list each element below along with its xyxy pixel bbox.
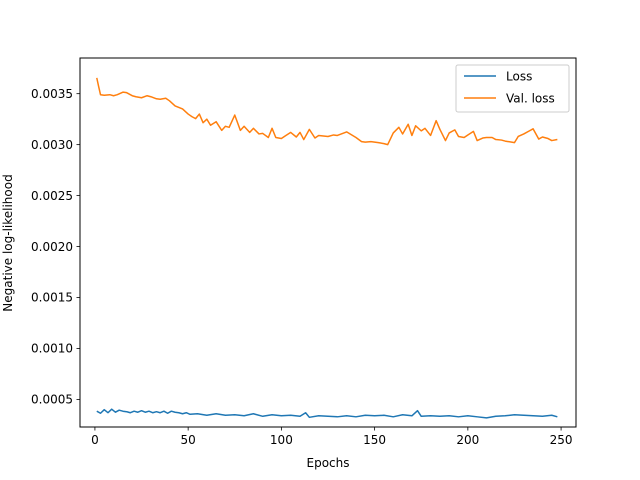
legend-label-loss: Loss — [506, 70, 532, 84]
y-tick-label: 0.0020 — [31, 240, 73, 254]
plot-area — [80, 58, 576, 427]
y-tick-label: 0.0035 — [31, 87, 73, 101]
x-axis: 0 50 100 150 200 250 — [91, 427, 573, 447]
x-tick-label: 0 — [91, 433, 99, 447]
y-tick-label: 0.0030 — [31, 138, 73, 152]
plot-frame — [79, 57, 577, 428]
legend: Loss Val. loss — [455, 64, 570, 113]
legend-label-val-loss: Val. loss — [506, 92, 555, 106]
x-tick-label: 100 — [270, 433, 293, 447]
series-layer — [96, 77, 558, 419]
x-tick-label: 50 — [181, 433, 196, 447]
y-tick-label: 0.0010 — [31, 342, 73, 356]
series-line-val-loss — [96, 77, 558, 146]
y-tick-label: 0.0025 — [31, 189, 73, 203]
x-tick-label: 200 — [456, 433, 479, 447]
x-axis-label: Epochs — [307, 456, 350, 470]
y-tick-label: 0.0015 — [31, 291, 73, 305]
series-line-loss — [96, 408, 558, 419]
x-tick-label: 250 — [550, 433, 573, 447]
x-tick-label: 150 — [363, 433, 386, 447]
y-axis-label: Negative log-likelihood — [1, 174, 15, 311]
y-axis: 0.0005 0.0010 0.0015 0.0020 0.0025 0.0030 0.00… — [31, 87, 80, 407]
y-tick-label: 0.0005 — [31, 393, 73, 407]
